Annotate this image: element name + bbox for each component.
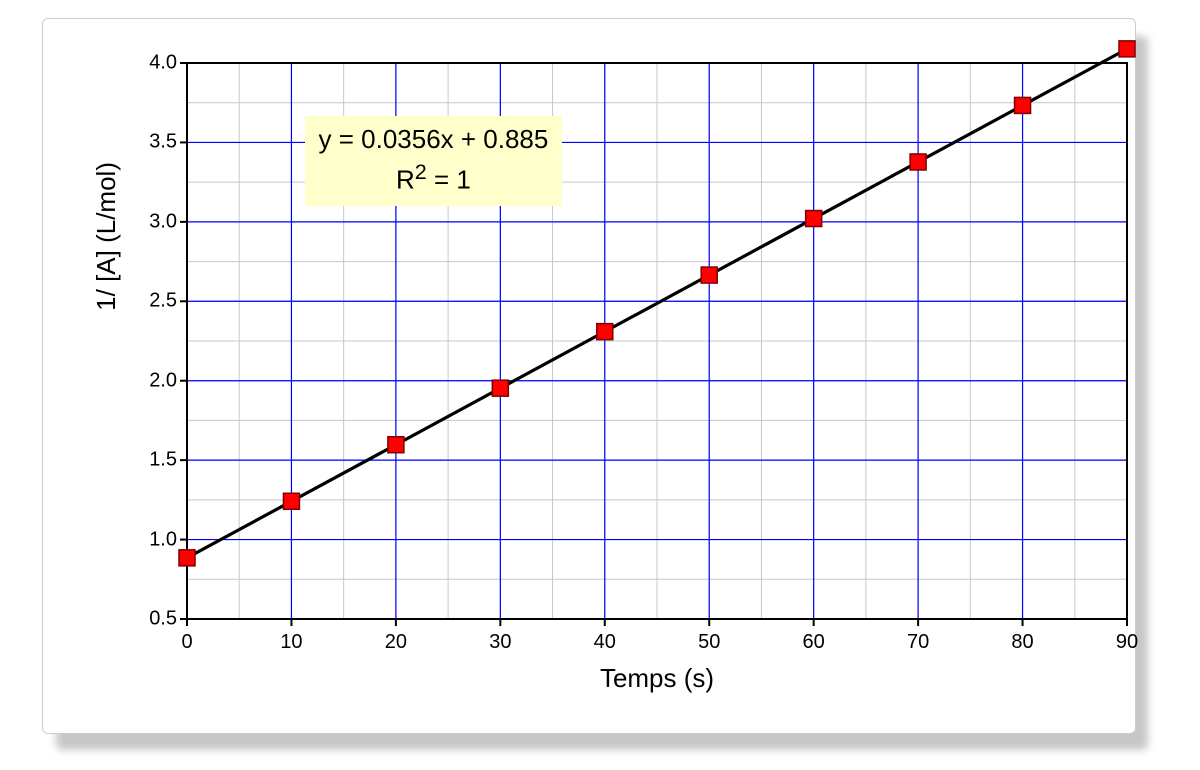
data-marker <box>1119 41 1135 57</box>
x-axis-label: Temps (s) <box>187 663 1127 694</box>
equation-line1: y = 0.0356x + 0.885 <box>319 122 549 157</box>
x-tick-label: 50 <box>698 631 720 654</box>
data-marker <box>179 550 195 566</box>
y-tick-label: 2.5 <box>137 290 177 313</box>
y-tick-label: 3.0 <box>137 210 177 233</box>
y-tick-label: 3.5 <box>137 131 177 154</box>
x-tick-label: 60 <box>803 631 825 654</box>
y-tick-label: 2.0 <box>137 369 177 392</box>
equation-annotation: y = 0.0356x + 0.885 R2 = 1 <box>305 116 563 206</box>
x-tick-label: 70 <box>907 631 929 654</box>
y-tick-label: 1.5 <box>137 449 177 472</box>
y-tick-label: 1.0 <box>137 528 177 551</box>
chart-card: y = 0.0356x + 0.885 R2 = 1 1/ [A] (L/mol… <box>42 18 1136 734</box>
x-tick-label: 30 <box>489 631 511 654</box>
x-tick-label: 40 <box>594 631 616 654</box>
x-tick-label: 20 <box>385 631 407 654</box>
x-tick-label: 10 <box>280 631 302 654</box>
data-marker <box>806 211 822 227</box>
x-tick-label: 90 <box>1116 631 1138 654</box>
y-tick-label: 0.5 <box>137 608 177 631</box>
x-tick-label: 80 <box>1011 631 1033 654</box>
data-marker <box>492 380 508 396</box>
data-marker <box>910 154 926 170</box>
y-tick-label: 4.0 <box>137 52 177 75</box>
data-marker <box>1015 97 1031 113</box>
data-marker <box>283 493 299 509</box>
data-marker <box>701 267 717 283</box>
data-marker <box>388 437 404 453</box>
y-axis-label: 1/ [A] (L/mol) <box>91 42 122 431</box>
equation-line2: R2 = 1 <box>319 157 549 198</box>
x-tick-label: 0 <box>181 631 192 654</box>
data-marker <box>597 324 613 340</box>
